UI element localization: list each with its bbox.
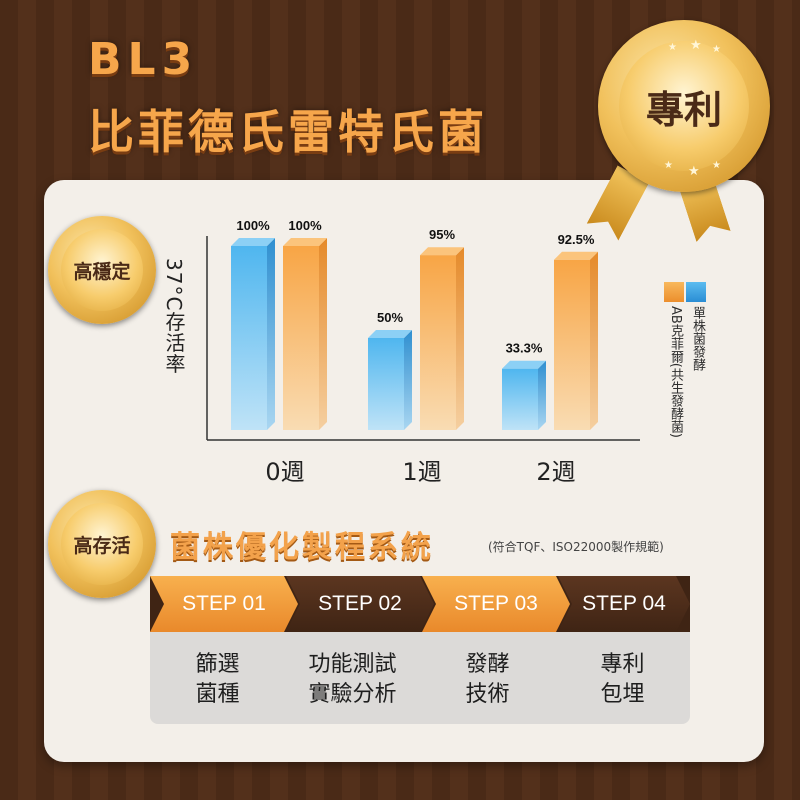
survival-medal: 高存活 bbox=[48, 490, 156, 598]
bar-single-0 bbox=[231, 246, 267, 430]
bar-top bbox=[420, 247, 464, 256]
step-02-desc: 功能測試 實驗分析 bbox=[285, 650, 420, 710]
legend-label-single: 單株菌發酵 bbox=[690, 306, 705, 371]
step-01-desc-line1: 篩選 bbox=[195, 652, 240, 677]
bar-side bbox=[404, 330, 412, 430]
product-name: 比菲德氏雷特氏菌 bbox=[88, 105, 488, 159]
bar-side bbox=[319, 238, 327, 430]
bar-combined-1 bbox=[420, 255, 456, 430]
step-04-desc: 專利 包埋 bbox=[555, 650, 690, 710]
bar-top bbox=[554, 251, 598, 260]
star-icon: ★ bbox=[712, 44, 721, 55]
step-04-desc-line2: 包埋 bbox=[600, 682, 645, 707]
bar-side bbox=[456, 247, 464, 430]
steps-body bbox=[150, 632, 690, 724]
y-axis-label: 37°C存活率 bbox=[162, 258, 186, 375]
bar-single-1 bbox=[368, 338, 404, 430]
legend-label-combined: AB克菲爾(共生發酵菌) bbox=[668, 306, 683, 438]
stable-badge-text: 高穩定 bbox=[61, 229, 143, 311]
survival-badge-text: 高存活 bbox=[61, 503, 143, 585]
bar-side bbox=[590, 251, 598, 430]
process-title: 菌株優化製程系統 bbox=[170, 530, 434, 565]
process-note: (符合TQF、ISO22000製作規範) bbox=[488, 540, 664, 554]
legend-swatch-orange bbox=[664, 282, 684, 302]
bar-side bbox=[538, 360, 546, 430]
x-tick-label: 1週 bbox=[402, 458, 441, 486]
data-label: 100% bbox=[236, 218, 270, 233]
step-01-desc-line2: 菌種 bbox=[195, 682, 240, 707]
step-02-desc-line1: 功能測試 bbox=[308, 652, 397, 677]
step-02: STEP 02 bbox=[286, 576, 434, 632]
data-label: 92.5% bbox=[558, 232, 595, 247]
step-03: STEP 03 bbox=[422, 576, 570, 632]
step-03-desc: 發酵 技術 bbox=[420, 650, 555, 710]
step-01: STEP 01 bbox=[150, 576, 298, 632]
legend-swatch-blue bbox=[686, 282, 706, 302]
stable-medal: 高穩定 bbox=[48, 216, 156, 324]
star-icon: ★ bbox=[690, 38, 702, 53]
step-03-desc-line1: 發酵 bbox=[465, 652, 510, 677]
bar-top bbox=[368, 330, 412, 338]
bar-top bbox=[283, 238, 327, 246]
star-icon: ★ bbox=[668, 42, 677, 53]
data-label: 33.3% bbox=[506, 341, 543, 356]
star-icon: ★ bbox=[688, 164, 700, 179]
bar-combined-0 bbox=[283, 246, 319, 430]
star-icon: ★ bbox=[712, 160, 721, 171]
patent-medal: 專利 bbox=[598, 20, 770, 192]
product-code: BL3 bbox=[88, 34, 199, 85]
data-label: 95% bbox=[429, 227, 455, 242]
data-label: 50% bbox=[377, 310, 403, 325]
step-02-desc-line2: 實驗分析 bbox=[308, 682, 397, 707]
bar-top bbox=[502, 360, 546, 369]
patent-badge-text: 專利 bbox=[619, 41, 749, 171]
x-tick-label: 2週 bbox=[536, 458, 575, 486]
bar-side bbox=[267, 238, 275, 430]
chart-legend: AB克菲爾(共生發酵菌) 單株菌發酵 bbox=[664, 282, 708, 462]
bar-top bbox=[231, 238, 275, 246]
data-label: 100% bbox=[288, 218, 322, 233]
bar-single-2 bbox=[502, 368, 538, 430]
star-icon: ★ bbox=[664, 160, 673, 171]
step-03-desc-line2: 技術 bbox=[465, 682, 510, 707]
step-01-desc: 篩選 菌種 bbox=[150, 650, 285, 710]
bar-combined-2 bbox=[554, 259, 590, 430]
step-04-desc-line1: 專利 bbox=[600, 652, 645, 677]
x-tick-label: 0週 bbox=[265, 458, 304, 486]
step-04: STEP 04 bbox=[558, 576, 690, 632]
